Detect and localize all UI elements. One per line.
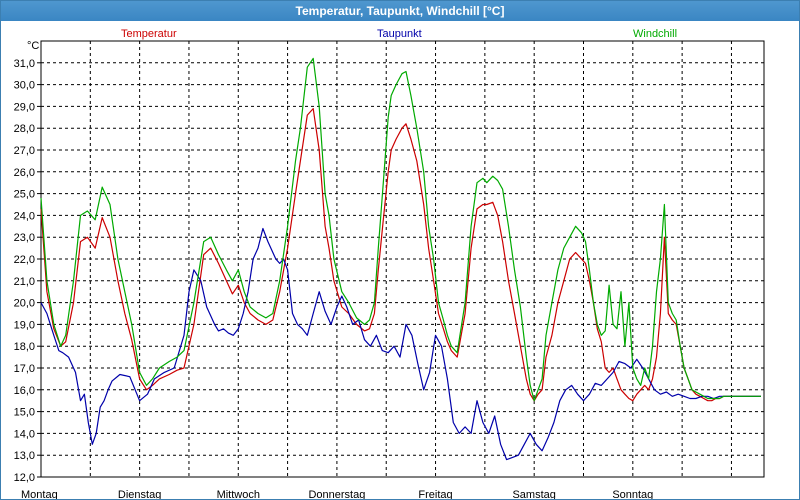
xtick-day-0: Montag bbox=[21, 489, 58, 499]
ytick-label-2: 14,0 bbox=[14, 428, 35, 440]
legend-windchill: Windchill bbox=[633, 28, 677, 40]
grid-lines bbox=[41, 41, 764, 478]
legend-temperatur: Temperatur bbox=[121, 28, 177, 40]
chart-svg: 12,0 13,0 14,0 15,0 16,0 17,0 18,0 19,0 20,0 21,0… bbox=[14, 28, 765, 499]
ytick-label-9: 21,0 bbox=[14, 276, 35, 288]
y-axis-unit-label: °C bbox=[27, 40, 39, 52]
ytick-label-12: 24,0 bbox=[14, 210, 35, 222]
ytick-label-8: 20,0 bbox=[14, 298, 35, 310]
series-line-temperatur bbox=[40, 107, 761, 402]
ytick-label-15: 27,0 bbox=[14, 145, 35, 157]
ytick-label-3: 15,0 bbox=[14, 407, 35, 419]
ytick-label-11: 23,0 bbox=[14, 232, 35, 244]
xtick-day-6: Sonntag bbox=[612, 489, 653, 499]
ytick-label-7: 19,0 bbox=[14, 319, 35, 331]
ytick-label-14: 26,0 bbox=[14, 167, 35, 179]
xtick-day-5: Samstag bbox=[512, 489, 555, 499]
xtick-day-1: Dienstag bbox=[118, 489, 161, 499]
ytick-label-6: 18,0 bbox=[14, 341, 35, 353]
legend-taupunkt: Taupunkt bbox=[377, 28, 422, 40]
ytick-label-5: 17,0 bbox=[14, 363, 35, 375]
xtick-day-3: Donnerstag bbox=[308, 489, 365, 499]
ytick-label-17: 29,0 bbox=[14, 101, 35, 113]
x-axis: Montag07.07.14Dienstag08.07.14Mittwoch09… bbox=[21, 489, 653, 499]
ytick-label-13: 25,0 bbox=[14, 189, 35, 201]
ytick-label-18: 30,0 bbox=[14, 80, 35, 92]
ytick-label-4: 16,0 bbox=[14, 385, 35, 397]
ytick-label-16: 28,0 bbox=[14, 123, 35, 135]
ytick-label-10: 22,0 bbox=[14, 254, 35, 266]
ytick-label-1: 13,0 bbox=[14, 450, 35, 462]
ytick-label-19: 31,0 bbox=[14, 58, 35, 70]
xtick-day-2: Mittwoch bbox=[217, 489, 260, 499]
window-title: Temperatur, Taupunkt, Windchill [°C] bbox=[1, 1, 799, 21]
series-line-taupunkt bbox=[40, 227, 761, 461]
xtick-day-4: Freitag bbox=[418, 489, 452, 499]
series-line-windchill bbox=[40, 57, 761, 402]
y-axis: 12,0 13,0 14,0 15,0 16,0 17,0 18,0 19,0 20,0 21,0… bbox=[14, 58, 41, 484]
series-lines bbox=[40, 57, 761, 461]
ytick-label-0: 12,0 bbox=[14, 472, 35, 484]
